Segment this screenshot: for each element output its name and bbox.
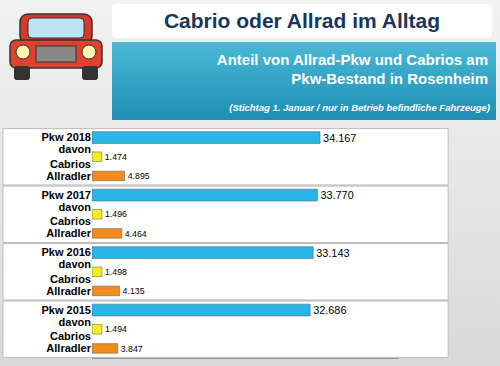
svg-text:Allradler: Allradler — [46, 342, 91, 354]
svg-text:davonCabrios: davonCabrios — [50, 143, 91, 169]
html-text:(Stichtag 1. Januar / nur in B: (Stichtag 1. Januar / nur in Betrieb bef… — [229, 102, 490, 113]
svg-text:davonCabrios: davonCabrios — [50, 316, 91, 342]
svg-text:33.770: 33.770 — [320, 189, 353, 201]
svg-text:davonCabrios: davonCabrios — [50, 201, 91, 227]
svg-text:Pkw 2016: Pkw 2016 — [41, 246, 91, 258]
svg-text:1.474: 1.474 — [105, 152, 127, 162]
svg-text:4.135: 4.135 — [123, 286, 145, 296]
svg-text:3.847: 3.847 — [121, 344, 143, 354]
svg-text:davonCabrios: davonCabrios — [50, 258, 91, 284]
svg-text:Pkw 2018: Pkw 2018 — [41, 131, 91, 143]
svg-text:34.167: 34.167 — [323, 132, 356, 144]
html-text:Anteil von Allrad-Pkw und Cabr: Anteil von Allrad-Pkw und Cabrios am Pkw… — [216, 51, 488, 87]
svg-text:1.496: 1.496 — [105, 209, 127, 219]
svg-text:Allradler: Allradler — [46, 170, 91, 182]
svg-text:32.686: 32.686 — [313, 304, 346, 316]
svg-text:1.494: 1.494 — [105, 324, 127, 334]
svg-text:Allradler: Allradler — [46, 285, 91, 297]
svg-text:4.895: 4.895 — [128, 171, 150, 181]
svg-text:Pkw 2017: Pkw 2017 — [41, 189, 91, 201]
svg-text:Pkw 2015: Pkw 2015 — [41, 304, 91, 316]
svg-text:1.498: 1.498 — [105, 267, 127, 277]
svg-text:33.143: 33.143 — [316, 247, 349, 259]
svg-text:4.464: 4.464 — [125, 229, 147, 239]
svg-text:Allradler: Allradler — [46, 227, 91, 239]
html-text:Cabrio oder Allrad im Alltag: Cabrio oder Allrad im Alltag — [163, 9, 441, 32]
